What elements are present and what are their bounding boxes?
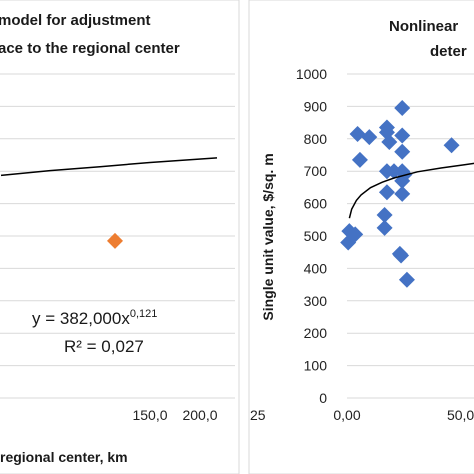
left-equation-exponent: 0,121 <box>130 308 158 320</box>
right-chart-border <box>248 0 474 474</box>
right-data-point <box>376 206 393 223</box>
left-x-tick-label: 25 <box>250 407 266 423</box>
right-x-tick-label: 50,00 <box>447 407 474 423</box>
right-trend-line <box>348 162 474 219</box>
right-y-tick-label: 1000 <box>296 66 327 82</box>
right-y-tick-label: 100 <box>304 358 328 374</box>
left-chart: model for adjustment ace to the regional… <box>0 12 266 465</box>
left-equation: y = 382,000x0,121 <box>32 308 157 328</box>
right-chart-title-line-2: deter <box>430 43 467 60</box>
right-gridlines <box>347 73 474 399</box>
left-data-point <box>107 232 123 249</box>
right-y-tick-label: 900 <box>304 98 328 114</box>
right-y-tick-labels: 0 100 200 300 400 500 600 700 800 900 1000 <box>296 66 327 406</box>
right-x-tick-labels: 0,00 50,00 <box>333 407 474 423</box>
right-y-tick-label: 0 <box>319 390 327 406</box>
left-data-marks <box>0 157 218 249</box>
left-x-axis-title: regional center, km <box>0 449 128 465</box>
right-data-point <box>394 143 411 160</box>
right-data-point <box>378 184 395 201</box>
right-y-tick-label: 500 <box>304 228 328 244</box>
right-data-point <box>381 134 398 151</box>
right-data-point <box>443 137 460 154</box>
left-chart-border <box>0 0 240 474</box>
right-y-axis-title: Single unit value, $/sq. m <box>260 153 276 320</box>
right-data-point <box>394 100 411 117</box>
left-x-tick-labels: 150,0 200,0 25 <box>132 407 265 423</box>
right-data-marks <box>340 100 474 288</box>
right-y-tick-label: 800 <box>304 131 328 147</box>
right-chart: Nonlinear deter 0 100 200 300 400 500 600 700 80… <box>260 18 474 423</box>
right-data-point <box>349 125 366 142</box>
left-x-tick-label: 150,0 <box>132 407 167 423</box>
right-y-tick-label: 200 <box>304 325 328 341</box>
right-data-point <box>394 185 411 202</box>
left-chart-title-line-2: ace to the regional center <box>0 40 180 57</box>
left-r-squared: R² = 0,027 <box>64 337 144 356</box>
right-data-point <box>351 151 368 168</box>
right-data-point <box>394 127 411 144</box>
right-y-tick-label: 600 <box>304 196 328 212</box>
right-data-point <box>347 226 364 243</box>
right-data-point <box>361 129 378 146</box>
left-x-tick-label: 200,0 <box>182 407 217 423</box>
right-x-tick-label: 0,00 <box>333 407 360 423</box>
left-equation-base: y = 382,000x <box>32 309 130 328</box>
right-data-point <box>376 219 393 236</box>
right-y-tick-label: 400 <box>304 260 328 276</box>
left-trend-line <box>0 157 218 177</box>
right-y-tick-label: 300 <box>304 293 328 309</box>
right-y-tick-label: 700 <box>304 163 328 179</box>
right-data-point <box>398 271 415 288</box>
right-data-point <box>393 247 410 264</box>
right-chart-title-line-1: Nonlinear <box>389 18 458 35</box>
left-chart-title-line-1: model for adjustment <box>0 12 151 29</box>
